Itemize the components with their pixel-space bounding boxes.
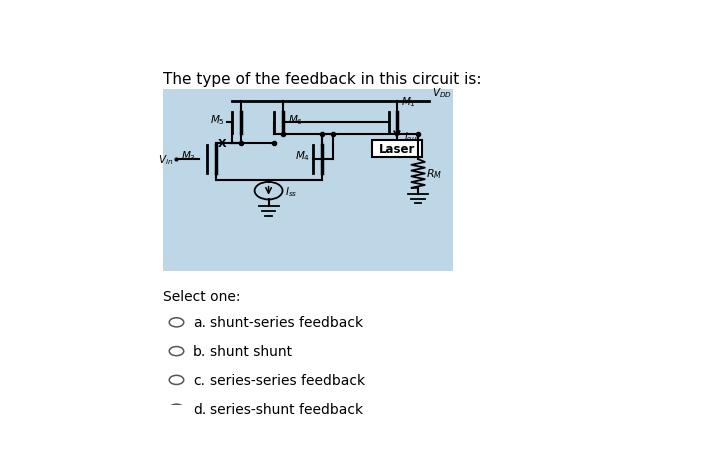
Text: $R_M$: $R_M$ [426, 167, 443, 181]
Text: X: X [218, 139, 227, 149]
Text: series-shunt feedback: series-shunt feedback [210, 402, 363, 416]
Bar [372, 141, 422, 158]
Text: $M_6$: $M_6$ [288, 112, 303, 126]
Text: series-series feedback: series-series feedback [210, 373, 365, 387]
Text: $M_4$: $M_4$ [295, 149, 310, 162]
Text: The type of the feedback in this circuit is:: The type of the feedback in this circuit… [163, 72, 481, 87]
Bar [163, 90, 453, 272]
Text: Laser: Laser [379, 143, 415, 156]
Text: d.: d. [193, 402, 207, 416]
Text: $V_{DD}$: $V_{DD}$ [432, 86, 452, 100]
Text: $V_{in}$: $V_{in}$ [158, 153, 174, 167]
Text: $M_3$: $M_3$ [181, 149, 196, 163]
Text: shunt-series feedback: shunt-series feedback [210, 316, 363, 329]
Text: c.: c. [193, 373, 205, 387]
Text: Select one:: Select one: [163, 289, 240, 303]
Text: $M_1$: $M_1$ [401, 95, 416, 109]
Text: a.: a. [193, 316, 206, 329]
Text: $I_{ss}$: $I_{ss}$ [285, 184, 298, 198]
Text: b.: b. [193, 344, 207, 359]
Text: shunt shunt: shunt shunt [210, 344, 292, 359]
Text: $I_{out}$: $I_{out}$ [404, 130, 420, 144]
Text: $M_5$: $M_5$ [210, 112, 225, 126]
